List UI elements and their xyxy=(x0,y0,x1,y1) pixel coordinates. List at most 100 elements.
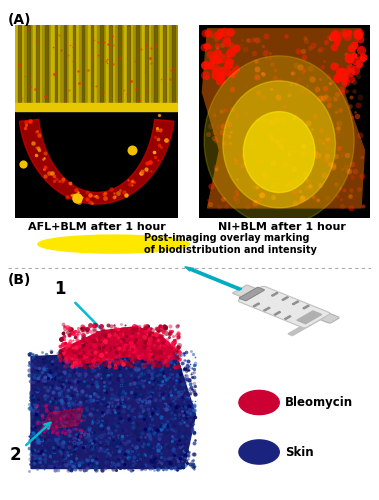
Point xyxy=(78,434,85,442)
Point xyxy=(280,160,286,168)
Point xyxy=(86,464,92,471)
Point xyxy=(188,410,194,418)
Point xyxy=(40,430,46,438)
Point xyxy=(158,364,164,372)
Point xyxy=(169,438,175,446)
Point xyxy=(73,454,79,462)
Point xyxy=(105,435,111,443)
Point xyxy=(92,348,98,356)
Point xyxy=(83,336,89,344)
Point xyxy=(78,390,84,398)
Point xyxy=(72,454,78,462)
Point xyxy=(218,76,224,84)
Point xyxy=(50,444,56,452)
Point xyxy=(159,332,165,340)
Point xyxy=(95,385,101,393)
Point xyxy=(88,432,94,440)
Point xyxy=(31,368,38,376)
Point xyxy=(89,380,95,388)
Point xyxy=(155,156,161,164)
Point xyxy=(147,430,153,438)
Point xyxy=(26,400,32,408)
Point xyxy=(291,188,297,196)
Point xyxy=(71,400,77,408)
Point xyxy=(160,350,166,358)
Point xyxy=(127,366,133,374)
Point xyxy=(70,43,77,51)
Point xyxy=(158,347,164,355)
Point xyxy=(128,444,135,452)
Point xyxy=(178,388,184,396)
Point xyxy=(157,332,163,340)
Point xyxy=(49,367,55,375)
Point xyxy=(167,426,173,434)
Point xyxy=(105,440,111,448)
Point xyxy=(243,109,249,117)
Point xyxy=(56,434,62,442)
Point xyxy=(215,124,221,132)
Point xyxy=(179,442,185,450)
Point xyxy=(315,178,321,186)
Point xyxy=(191,380,197,388)
Point xyxy=(47,452,53,460)
Point xyxy=(167,370,173,378)
Point xyxy=(213,136,219,144)
Point xyxy=(122,340,128,348)
Point xyxy=(92,416,99,424)
Point xyxy=(268,85,274,93)
Point xyxy=(40,366,46,374)
Point xyxy=(58,428,64,436)
Point xyxy=(73,343,79,351)
Point xyxy=(36,458,42,466)
Point xyxy=(40,413,46,421)
Point xyxy=(80,458,86,466)
Point xyxy=(67,383,74,391)
Point xyxy=(119,346,125,354)
Point xyxy=(168,391,174,399)
Point xyxy=(132,384,138,392)
Point xyxy=(70,344,76,352)
Point xyxy=(83,382,89,390)
Point xyxy=(186,394,192,402)
Point xyxy=(113,363,119,371)
Point xyxy=(26,404,32,412)
Point xyxy=(258,69,265,77)
Point xyxy=(82,434,88,442)
Point xyxy=(92,465,98,473)
Point xyxy=(149,374,155,382)
Point xyxy=(112,426,118,434)
Point xyxy=(262,172,268,180)
Point xyxy=(180,444,186,452)
Point xyxy=(334,38,340,46)
Point xyxy=(32,358,38,366)
Point xyxy=(180,442,186,450)
Point xyxy=(59,422,65,430)
Point xyxy=(35,418,41,426)
Point xyxy=(42,454,49,462)
Point xyxy=(72,354,78,362)
Point xyxy=(151,342,157,349)
Point xyxy=(38,447,44,455)
Point xyxy=(144,167,150,175)
Point xyxy=(138,340,144,348)
Point xyxy=(161,346,167,354)
Point xyxy=(126,452,132,460)
Point xyxy=(80,360,86,368)
Point xyxy=(71,450,77,458)
Point xyxy=(132,442,138,450)
Point xyxy=(59,442,65,450)
Point xyxy=(63,354,69,362)
Point xyxy=(161,452,167,460)
Point xyxy=(203,42,209,50)
Point xyxy=(135,431,141,439)
Point xyxy=(150,339,156,347)
Point xyxy=(41,358,47,366)
Point xyxy=(182,446,188,454)
Point xyxy=(113,353,119,361)
Point xyxy=(171,451,177,459)
Point xyxy=(72,382,78,390)
Point xyxy=(224,140,230,148)
Point xyxy=(83,404,89,412)
Point xyxy=(219,128,225,136)
Point xyxy=(75,79,81,87)
